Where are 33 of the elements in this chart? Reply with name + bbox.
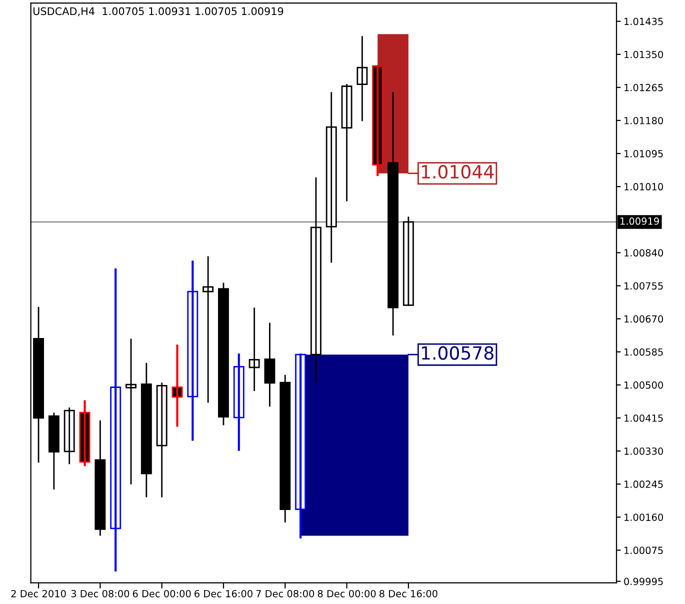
y-tick-label: 1.01435 [624, 18, 663, 26]
y-tick-label: 1.00415 [624, 414, 663, 422]
y-tick-label: 0.99995 [624, 578, 663, 586]
chart-title: USDCAD,H4 1.00705 1.00931 1.00705 1.00919 [33, 7, 284, 16]
y-tick-label: 1.01180 [624, 116, 664, 124]
y-tick-label: 1.01010 [624, 183, 664, 190]
y-tick-label: 1.00840 [624, 249, 664, 257]
x-tick-label: 6 Dec 16:00 [194, 590, 252, 598]
y-tick-label: 1.00755 [624, 282, 663, 290]
candlestick [126, 338, 136, 484]
band-label: 1.00578 [422, 346, 494, 360]
y-tick-label: 1.01350 [624, 50, 664, 58]
y-tick-label: 1.00075 [624, 546, 663, 554]
x-tick-label: 6 Dec 00:00 [132, 590, 191, 598]
candlestick [218, 282, 229, 426]
x-tick-label: 2 Dec 2010 [11, 590, 66, 598]
x-tick-label: 8 Dec 16:00 [379, 590, 438, 598]
candlestick [310, 177, 322, 382]
y-tick-label: 1.00670 [624, 315, 664, 323]
candlestick [388, 92, 398, 336]
x-tick-label: 3 Dec 08:00 [71, 590, 130, 598]
x-tick-label: 7 Dec 08:00 [256, 590, 314, 598]
y-tick-label: 1.00245 [624, 480, 663, 488]
y-tick-label: 1.00160 [624, 514, 664, 521]
y-tick-label: 1.00500 [624, 381, 664, 389]
candlestick [202, 256, 214, 403]
ref-line-label: 1.00919 [620, 217, 659, 225]
y-tick-label: 1.00585 [624, 348, 663, 356]
band-label: 1.01044 [422, 164, 494, 179]
x-tick-label: 8 Dec 00:00 [318, 590, 376, 598]
y-tick-label: 1.00330 [624, 448, 664, 455]
y-tick-label: 1.01095 [624, 150, 663, 158]
y-tick-label: 1.01265 [624, 84, 663, 92]
